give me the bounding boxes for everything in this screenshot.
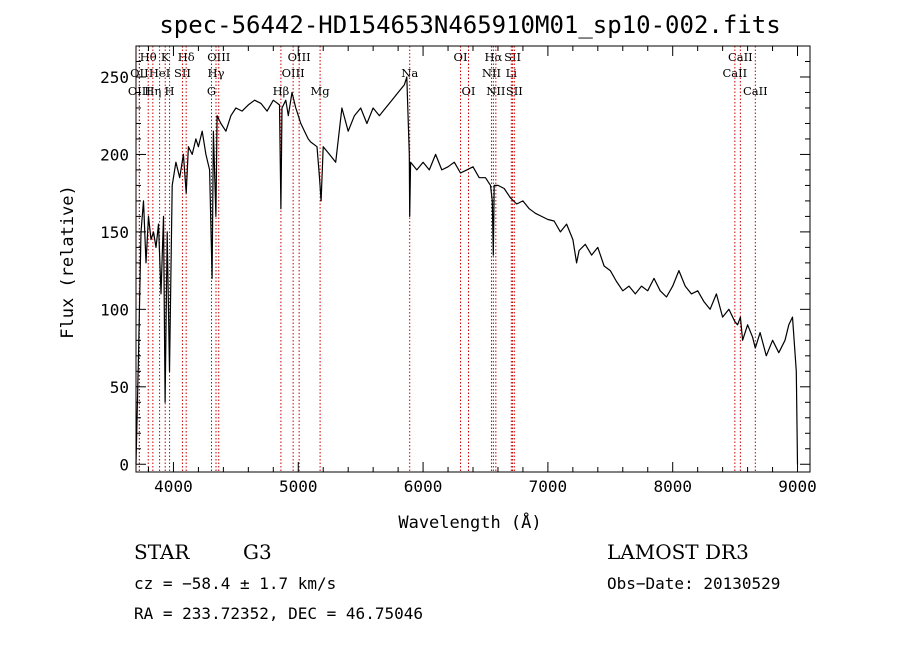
line-label: OIII bbox=[288, 50, 311, 64]
chart-title: spec-56442-HD154653N465910M01_sp10-002.f… bbox=[159, 11, 780, 39]
line-label: OIII bbox=[128, 84, 151, 98]
line-label: Hα bbox=[484, 50, 502, 64]
line-label: Hγ bbox=[208, 66, 225, 80]
x-tick-label: 6000 bbox=[404, 477, 443, 496]
survey-name: LAMOST DR3 bbox=[607, 540, 749, 564]
y-tick-label: 200 bbox=[100, 145, 129, 164]
coordinates: RA = 233.72352, DEC = 46.75046 bbox=[134, 604, 423, 623]
axis-labels: spec-56442-HD154653N465910M01_sp10-002.f… bbox=[58, 11, 781, 533]
x-tick-label: 8000 bbox=[653, 477, 692, 496]
line-label: CaII bbox=[743, 84, 768, 98]
line-label: Hη bbox=[144, 84, 161, 98]
x-tick-label: 5000 bbox=[279, 477, 318, 496]
line-label: NII bbox=[482, 66, 501, 80]
line-label: Na bbox=[401, 66, 418, 80]
redshift-velocity: cz = −58.4 ± 1.7 km/s bbox=[134, 574, 337, 593]
line-label: H bbox=[165, 84, 175, 98]
plot-axes: 4000 5000 6000 7000 8000 9000 0 50 100 150 200 250 bbox=[100, 45, 817, 496]
line-label: SII bbox=[174, 66, 191, 80]
line-label: CaII bbox=[722, 66, 747, 80]
y-tick-label: 150 bbox=[100, 223, 129, 242]
spectrum-series bbox=[135, 76, 799, 465]
x-tick-label: 9000 bbox=[778, 477, 817, 496]
line-label: OI bbox=[454, 50, 468, 64]
y-axis-label: Flux (relative) bbox=[58, 185, 78, 339]
line-label: OIII bbox=[207, 50, 230, 64]
y-tick-label: 0 bbox=[119, 455, 129, 474]
line-label: CaII bbox=[728, 50, 753, 64]
line-label: Li bbox=[506, 66, 518, 80]
line-label: SII bbox=[504, 50, 521, 64]
spectrum-line-0 bbox=[135, 76, 799, 465]
line-label: K bbox=[161, 50, 170, 64]
line-label: OI bbox=[462, 84, 476, 98]
line-label: SII bbox=[506, 84, 523, 98]
line-label: Hθ bbox=[140, 50, 157, 64]
x-tick-label: 7000 bbox=[529, 477, 568, 496]
line-label: G bbox=[207, 84, 216, 98]
y-tick-label: 250 bbox=[100, 68, 129, 87]
x-axis-label: Wavelength (Å) bbox=[398, 511, 541, 533]
line-label: NII bbox=[486, 84, 505, 98]
line-label: OIII bbox=[282, 66, 305, 80]
x-tick-label: 4000 bbox=[154, 477, 193, 496]
observation-date: Obs−Date: 20130529 bbox=[607, 574, 781, 593]
object-type: STAR bbox=[134, 540, 190, 564]
spectral-subclass: G3 bbox=[243, 540, 272, 564]
y-tick-label: 100 bbox=[100, 300, 129, 319]
line-label: Hβ bbox=[273, 84, 290, 98]
line-label: Mg bbox=[311, 84, 331, 98]
line-label: Hδ bbox=[178, 50, 195, 64]
line-label: HeI bbox=[149, 66, 170, 80]
plot-frame bbox=[135, 45, 811, 473]
y-tick-label: 50 bbox=[110, 378, 129, 397]
